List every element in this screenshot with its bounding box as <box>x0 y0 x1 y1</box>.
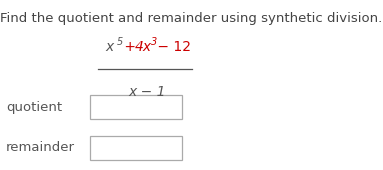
Bar <box>90 136 182 160</box>
Text: 5: 5 <box>116 37 123 47</box>
Text: Find the quotient and remainder using synthetic division.: Find the quotient and remainder using sy… <box>0 12 383 25</box>
Text: x: x <box>105 40 113 54</box>
Text: 3: 3 <box>151 37 157 47</box>
Text: quotient: quotient <box>6 101 62 114</box>
Text: remainder: remainder <box>6 141 75 154</box>
Text: +: + <box>121 40 141 54</box>
Text: x − 1: x − 1 <box>128 85 165 99</box>
Bar <box>90 95 182 119</box>
Text: − 12: − 12 <box>154 40 192 54</box>
Text: 4x: 4x <box>134 40 152 54</box>
